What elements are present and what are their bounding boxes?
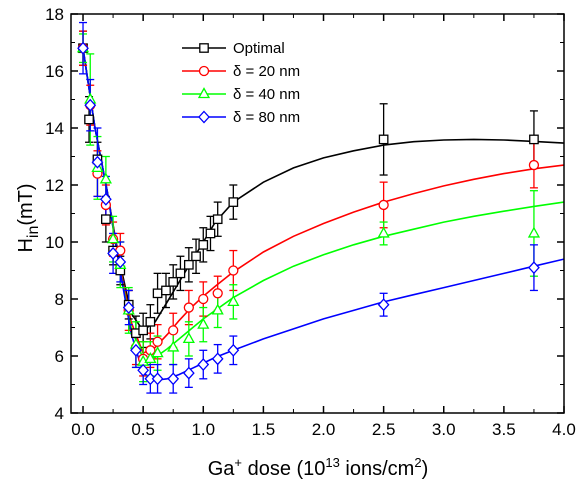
point-circle	[198, 293, 209, 305]
point-circle	[183, 302, 194, 313]
point-square	[191, 251, 201, 262]
point-triangle	[144, 352, 157, 364]
fit-curves	[82, 48, 564, 382]
point-circle	[168, 325, 179, 336]
legend: Optimal δ = 20 nm δ = 40 nm δ = 80 nm	[182, 40, 300, 126]
x-axis-title: Ga+ dose (1013 ions/cm2)	[208, 455, 429, 480]
point-square	[145, 316, 156, 327]
legend-label-circle: δ = 20 nm	[233, 63, 300, 80]
x-tick-label: 4.0	[552, 420, 576, 439]
point-diamond	[167, 372, 180, 386]
point-triangle	[167, 340, 180, 352]
point-square	[175, 268, 186, 279]
y-tick-label: 12	[45, 176, 64, 195]
point-diamond	[377, 298, 390, 312]
y-tick-label: 6	[55, 347, 64, 366]
point-diamond	[77, 41, 89, 55]
point-circle	[152, 336, 163, 347]
point-square	[138, 325, 148, 336]
point-square	[198, 239, 209, 250]
y-tick-label: 14	[45, 119, 64, 138]
y-axis-title-sub: in	[25, 226, 42, 238]
x-axis-title-sup2: 13	[325, 455, 339, 470]
y-tick-label: 16	[45, 62, 64, 81]
point-square	[152, 288, 163, 299]
y-axis-title-end: (mT)	[15, 183, 37, 225]
point-diamond	[528, 261, 540, 275]
point-square	[84, 114, 94, 125]
legend-marker-triangle	[197, 87, 211, 99]
point-triangle	[106, 232, 120, 244]
x-axis-title-mid2: ions/cm	[340, 458, 414, 480]
point-diamond	[151, 372, 164, 386]
x-tick-label: 0.5	[131, 420, 155, 439]
point-diamond	[182, 366, 195, 380]
point-square	[161, 285, 171, 296]
y-axis-title: Hin(mT)	[15, 183, 42, 252]
point-triangle	[527, 226, 541, 238]
point-triangle	[99, 172, 112, 184]
y-tick-label: 10	[45, 233, 64, 252]
y-axis-title-base: H	[15, 238, 37, 252]
point-circle	[228, 265, 239, 276]
point-triangle	[211, 303, 224, 315]
point-square	[205, 228, 216, 239]
axes: 0.0 0.5 1.0 1.5 2.0 2.5 3.0 3.5 4.0 4 6 8 10 12 14 16 18	[45, 5, 576, 439]
x-tick-label: 0.0	[71, 420, 95, 439]
point-triangle	[227, 295, 240, 307]
x-tick-label: 2.5	[372, 420, 396, 439]
legend-label-square: Optimal	[233, 40, 285, 57]
point-square	[168, 277, 179, 287]
point-circle	[212, 288, 223, 299]
point-diamond	[211, 352, 224, 366]
fit-curve-diamond	[82, 48, 564, 382]
fit-curve-circle	[82, 48, 564, 355]
point-diamond	[107, 246, 119, 260]
point-square	[378, 134, 389, 145]
point-diamond	[227, 343, 240, 357]
x-tick-label: 3.0	[432, 420, 456, 439]
x-axis-title-mid: dose (10	[242, 458, 325, 480]
point-triangle	[197, 317, 210, 329]
legend-label-triangle: δ = 40 nm	[233, 86, 300, 103]
point-diamond	[114, 255, 127, 269]
x-tick-label: 2.0	[312, 420, 336, 439]
point-diamond	[84, 98, 97, 112]
point-diamond	[197, 358, 210, 372]
point-triangle	[182, 332, 195, 344]
fit-curve-triangle	[82, 48, 564, 360]
point-diamond	[130, 343, 142, 357]
x-tick-label: 1.0	[191, 420, 215, 439]
point-circle	[528, 159, 540, 171]
point-square	[183, 259, 194, 270]
point-triangle	[151, 346, 164, 358]
point-square	[228, 197, 239, 207]
legend-marker-square	[199, 43, 209, 53]
point-diamond	[99, 192, 112, 206]
point-square	[212, 214, 223, 225]
point-diamond	[137, 363, 150, 377]
y-tick-label: 18	[45, 5, 64, 24]
data-markers	[76, 41, 541, 386]
point-diamond	[91, 155, 104, 169]
fit-curve-square	[82, 48, 564, 332]
legend-label-diamond: δ = 80 nm	[233, 109, 300, 126]
x-tick-label: 1.5	[252, 420, 276, 439]
x-axis-title-sup3: 2	[414, 455, 421, 470]
error-bars	[79, 21, 538, 394]
point-circle	[378, 199, 389, 211]
x-tick-label: 3.5	[492, 420, 516, 439]
y-tick-label: 8	[55, 290, 64, 309]
point-square	[529, 134, 539, 145]
y-tick-label: 4	[55, 404, 64, 423]
point-square	[101, 214, 111, 225]
point-diamond	[122, 301, 135, 315]
point-triangle	[377, 226, 390, 238]
x-axis-title-sup1: +	[234, 455, 242, 470]
x-axis-title-base: Ga	[208, 458, 236, 480]
x-axis-title-end: )	[422, 458, 429, 480]
legend-marker-diamond	[198, 110, 210, 124]
legend-marker-circle	[198, 65, 210, 77]
